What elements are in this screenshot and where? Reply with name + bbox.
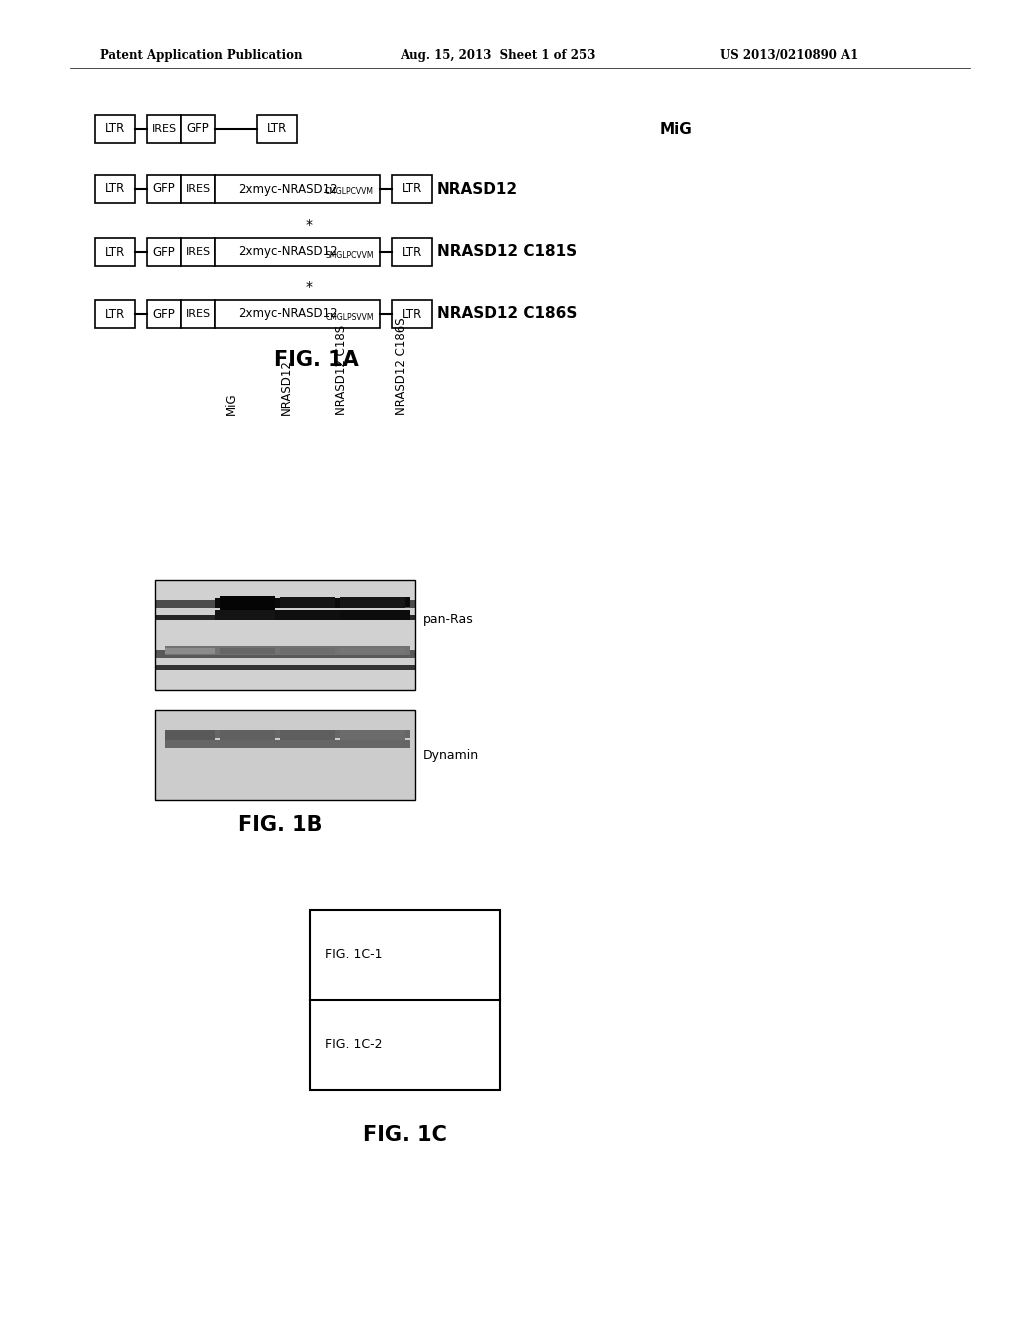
Text: IRES: IRES (152, 124, 176, 135)
Bar (181, 115, 215, 143)
Bar (147, 176, 181, 203)
Text: FIG. 1C: FIG. 1C (364, 1125, 446, 1144)
Text: Dynamin: Dynamin (423, 748, 479, 762)
Bar (147, 238, 181, 267)
Text: 2xmyc-NRASD12: 2xmyc-NRASD12 (238, 308, 337, 321)
Text: FIG. 1A: FIG. 1A (273, 350, 358, 370)
Text: US 2013/0210890 A1: US 2013/0210890 A1 (720, 49, 858, 62)
Text: Aug. 15, 2013  Sheet 1 of 253: Aug. 15, 2013 Sheet 1 of 253 (400, 49, 595, 62)
Bar (95, 115, 135, 143)
Text: IRES: IRES (185, 183, 211, 194)
Text: pan-Ras: pan-Ras (423, 614, 474, 627)
Text: IRES: IRES (185, 309, 211, 319)
Text: FIG. 1C-1: FIG. 1C-1 (325, 949, 383, 961)
Bar (181, 300, 215, 327)
Bar (181, 238, 215, 267)
Text: NRASD12 C186S: NRASD12 C186S (437, 306, 578, 322)
Bar (215, 300, 380, 327)
Text: LTR: LTR (104, 123, 125, 136)
Bar (147, 300, 181, 327)
Bar (392, 238, 432, 267)
Bar (215, 176, 380, 203)
Text: GFP: GFP (153, 308, 175, 321)
Text: MiG: MiG (660, 121, 693, 136)
Text: IRES: IRES (185, 247, 211, 257)
Text: *: * (306, 280, 313, 294)
Bar (257, 115, 297, 143)
Text: 2xmyc-NRASD12: 2xmyc-NRASD12 (238, 246, 337, 259)
Text: FIG. 1B: FIG. 1B (238, 814, 323, 836)
Bar (181, 176, 215, 203)
Text: LTR: LTR (104, 182, 125, 195)
Bar (155, 710, 415, 800)
Text: *: * (306, 218, 313, 232)
Text: CMGLPSVVM: CMGLPSVVM (326, 313, 374, 322)
Text: NRASD12 C18S: NRASD12 C18S (335, 325, 348, 414)
Text: GFP: GFP (186, 123, 209, 136)
Bar (155, 579, 415, 690)
Text: LTR: LTR (104, 308, 125, 321)
Bar (95, 238, 135, 267)
Bar (310, 909, 500, 1090)
Text: NRASD12 C181S: NRASD12 C181S (437, 244, 578, 260)
Bar (215, 238, 380, 267)
Text: LTR: LTR (401, 182, 422, 195)
Bar (147, 115, 181, 143)
Text: LTR: LTR (401, 308, 422, 321)
Text: LTR: LTR (104, 246, 125, 259)
Text: MiG: MiG (225, 392, 238, 414)
Text: NRASD12: NRASD12 (280, 359, 293, 414)
Text: LTR: LTR (267, 123, 287, 136)
Bar (95, 300, 135, 327)
Text: CMGLPCVVM: CMGLPCVVM (325, 187, 374, 197)
Text: FIG. 1C-2: FIG. 1C-2 (325, 1039, 383, 1052)
Text: GFP: GFP (153, 246, 175, 259)
Text: NRASD12: NRASD12 (437, 181, 518, 197)
Text: NRASD12 C186S: NRASD12 C186S (395, 317, 408, 414)
Text: LTR: LTR (401, 246, 422, 259)
Text: Patent Application Publication: Patent Application Publication (100, 49, 302, 62)
Bar (95, 176, 135, 203)
Bar (392, 176, 432, 203)
Text: GFP: GFP (153, 182, 175, 195)
Text: 2xmyc-NRASD12: 2xmyc-NRASD12 (238, 182, 337, 195)
Text: SMGLPCVVM: SMGLPCVVM (326, 251, 374, 260)
Bar (392, 300, 432, 327)
